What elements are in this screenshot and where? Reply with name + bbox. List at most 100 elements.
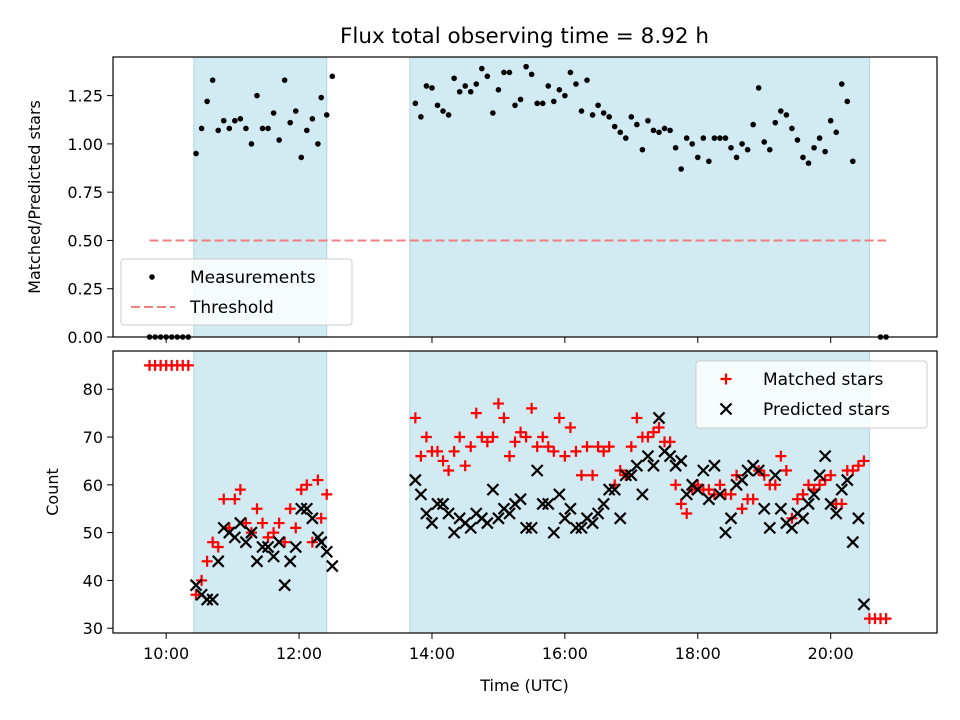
measurement-point	[479, 65, 485, 72]
measurement-point	[226, 125, 233, 132]
matched-star-point	[503, 450, 515, 462]
predicted-star-point	[295, 502, 308, 516]
matched-star-point	[797, 488, 809, 500]
measurement-point	[783, 112, 790, 118]
x-tick-label: 18:00	[675, 644, 721, 663]
bottom-y-tick-label: 70	[83, 428, 103, 447]
matched-star-point	[526, 402, 538, 414]
measurement-point	[423, 83, 430, 89]
predicted-star-point	[436, 497, 450, 511]
matched-star-point	[769, 479, 781, 491]
predicted-star-point	[586, 516, 599, 530]
measurement-point	[667, 127, 673, 134]
matched-star-point	[847, 464, 859, 476]
measurement-point	[672, 144, 679, 151]
bottom-y-axis-label: Count	[43, 468, 62, 516]
predicted-star-point	[442, 507, 455, 520]
predicted-star-point	[553, 488, 566, 501]
bottom-y-tick-label: 60	[83, 476, 103, 495]
predicted-star-point	[234, 516, 247, 530]
x-tick-label: 16:00	[542, 644, 588, 663]
measurement-point	[456, 88, 463, 95]
matched-star-point	[553, 412, 565, 424]
predicted-star-point	[425, 516, 439, 530]
measurement-point	[789, 125, 795, 132]
predicted-star-point	[525, 521, 538, 535]
matched-star-point	[509, 436, 521, 448]
measurement-point	[309, 115, 316, 122]
predicted-star-point	[536, 497, 549, 511]
predicted-star-point	[691, 483, 705, 496]
predicted-star-point	[414, 488, 428, 501]
bottom-legend-box	[695, 360, 928, 429]
predicted-star-point	[272, 535, 286, 549]
matched-star-point	[443, 464, 455, 476]
measurement-point	[473, 81, 480, 87]
predicted-star-point	[464, 521, 478, 535]
predicted-star-point	[807, 488, 821, 501]
matched-star-point	[251, 503, 263, 515]
predicted-star-point	[818, 449, 832, 463]
top-y-tick-label: 0.25	[67, 280, 103, 299]
predicted-star-point	[211, 555, 225, 568]
legend-label-threshold: Threshold	[189, 298, 274, 318]
matched-star-point	[415, 450, 427, 462]
predicted-star-point	[625, 468, 638, 482]
measurement-point	[304, 127, 310, 134]
predicted-star-point	[409, 473, 422, 487]
predicted-star-point	[250, 555, 264, 568]
measurement-point	[617, 129, 624, 136]
matched-star-point	[234, 484, 246, 496]
predicted-star-point	[829, 507, 843, 520]
measurement-points	[146, 63, 889, 340]
measurement-point	[844, 98, 851, 105]
predicted-star-point	[652, 411, 666, 425]
matched-star-point	[647, 426, 659, 438]
predicted-star-point	[785, 521, 799, 535]
measurement-point	[318, 94, 325, 101]
predicted-star-point	[835, 483, 849, 496]
measurement-point	[811, 144, 817, 151]
x-tick-label: 14:00	[409, 644, 455, 663]
matched-star-point	[212, 541, 224, 553]
top-y-ticks: 0.00 0.25 0.50 0.75 1.00 1.25	[67, 87, 113, 347]
measurement-point	[193, 150, 199, 157]
measurement-point	[600, 110, 607, 116]
measurement-point	[622, 135, 629, 141]
measurement-point	[816, 135, 823, 141]
predicted-star-point	[608, 483, 621, 496]
measurement-point	[778, 108, 784, 114]
matched-star-point	[409, 412, 421, 424]
measurement-point	[739, 141, 745, 147]
matched-star-point	[852, 460, 864, 472]
measurement-point	[265, 125, 271, 132]
measurement-point	[717, 135, 723, 141]
matched-star-point	[498, 412, 510, 424]
matched-star-point	[454, 431, 466, 443]
measurement-point	[440, 108, 446, 114]
predicted-star-point	[752, 464, 765, 477]
matched-star-point	[725, 488, 737, 500]
measurement-point	[451, 75, 457, 82]
measurement-point	[728, 144, 734, 151]
predicted-star-point	[431, 497, 444, 511]
matched-star-point	[190, 589, 202, 601]
predicted-star-point	[591, 507, 605, 520]
predicted-star-point	[763, 521, 777, 535]
predicted-star-point	[514, 492, 527, 506]
matched-star-point	[791, 493, 803, 505]
matched-star-point	[603, 441, 615, 453]
bottom-y-ticks: 30 40 50 60 70 80	[83, 380, 113, 638]
predicted-star-point	[200, 593, 214, 606]
measurement-point	[733, 154, 740, 161]
measurement-point	[562, 92, 568, 99]
measurement-point	[545, 83, 552, 89]
matched-star-point	[284, 503, 296, 515]
predicted-star-point	[680, 488, 693, 501]
measurement-point	[833, 129, 840, 136]
predicted-star-point	[602, 483, 616, 496]
predicted-star-point	[757, 502, 771, 516]
matched-star-point	[858, 455, 870, 467]
measurement-point	[628, 114, 635, 120]
measurement-point	[270, 110, 277, 116]
